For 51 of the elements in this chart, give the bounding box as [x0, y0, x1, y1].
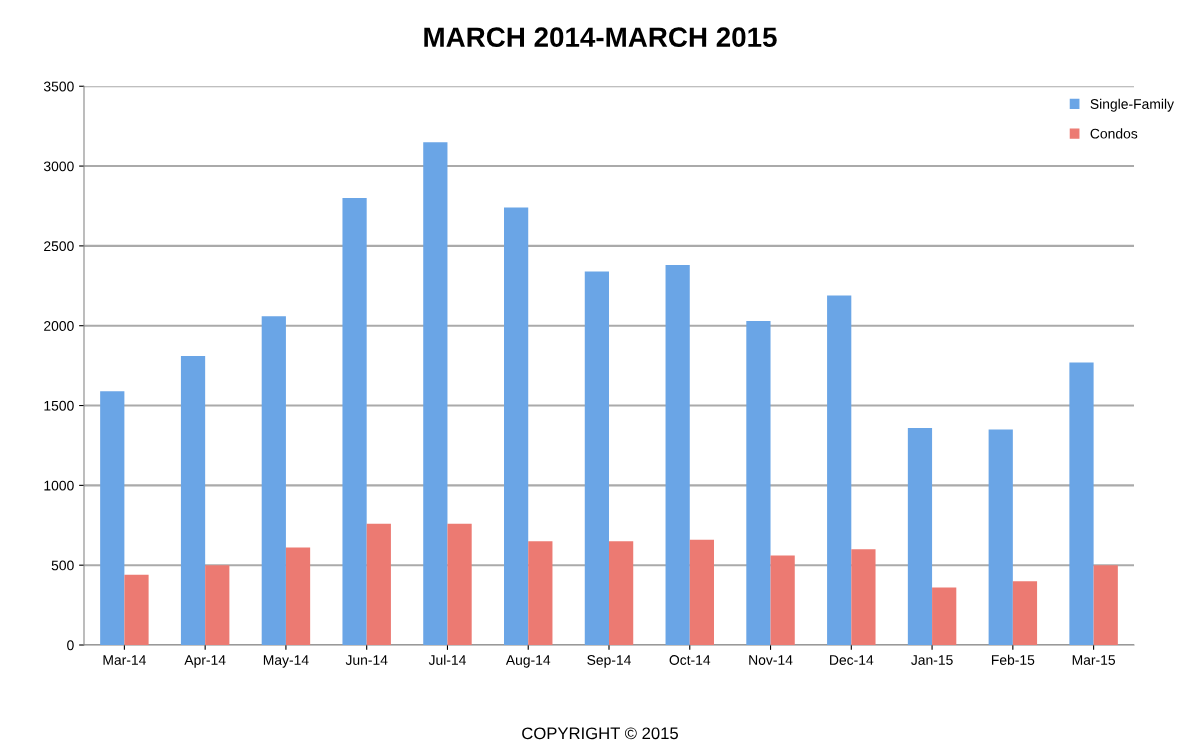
bar — [907, 427, 933, 645]
bar — [205, 565, 230, 645]
bar — [423, 142, 448, 645]
bar — [827, 295, 852, 645]
x-tick-label: Apr-14 — [184, 655, 226, 668]
bar — [1093, 565, 1118, 645]
bar — [1012, 581, 1038, 645]
bar — [689, 539, 714, 645]
y-tick-label: 1000 — [44, 480, 74, 491]
x-tick-label: Nov-14 — [749, 655, 793, 665]
y-tick-label: 500 — [51, 560, 74, 571]
y-tick-label: 3000 — [43, 161, 74, 172]
bar — [665, 265, 690, 645]
bar — [342, 198, 367, 645]
bar — [770, 555, 795, 645]
x-tick-label: Sep-14 — [587, 655, 631, 668]
legend-label: Condos — [1090, 128, 1138, 139]
bar — [285, 547, 311, 645]
chart-title: MARCH 2014-MARCH 2015 — [424, 27, 777, 48]
x-tick-label: Dec-14 — [830, 655, 874, 665]
bar — [100, 391, 125, 645]
bar — [447, 523, 472, 645]
y-tick-label: 3500 — [43, 81, 74, 92]
y-tick-label: 1500 — [44, 400, 74, 411]
x-tick-label: Aug-14 — [505, 655, 551, 668]
bar — [1069, 362, 1094, 645]
x-tick-label: May-14 — [263, 655, 309, 668]
x-tick-label: Oct-14 — [669, 655, 711, 665]
x-tick-label: Feb-15 — [991, 654, 1035, 665]
x-tick-label: Jun-14 — [345, 655, 388, 665]
bar — [988, 429, 1013, 645]
x-tick-label: Mar-15 — [1072, 655, 1116, 665]
y-tick-label: 0 — [67, 640, 74, 651]
bar — [851, 549, 876, 645]
text: COPYRIGHT © 2015 — [522, 727, 679, 740]
bar — [609, 541, 634, 645]
bar — [528, 541, 553, 645]
bar — [180, 356, 206, 645]
bar — [261, 316, 286, 645]
x-tick-label: Mar-14 — [103, 655, 146, 665]
bar — [584, 271, 609, 645]
bar — [366, 523, 391, 645]
y-tick-label: 2000 — [44, 321, 74, 331]
bar — [504, 207, 529, 645]
y-tick-label: 2500 — [44, 241, 74, 252]
bar — [124, 574, 149, 645]
bar — [746, 320, 771, 645]
bar — [932, 587, 957, 645]
x-tick-label: Jul-14 — [428, 654, 466, 665]
x-tick-label: Jan-15 — [911, 655, 953, 665]
legend-label: Single-Family — [1090, 98, 1174, 112]
